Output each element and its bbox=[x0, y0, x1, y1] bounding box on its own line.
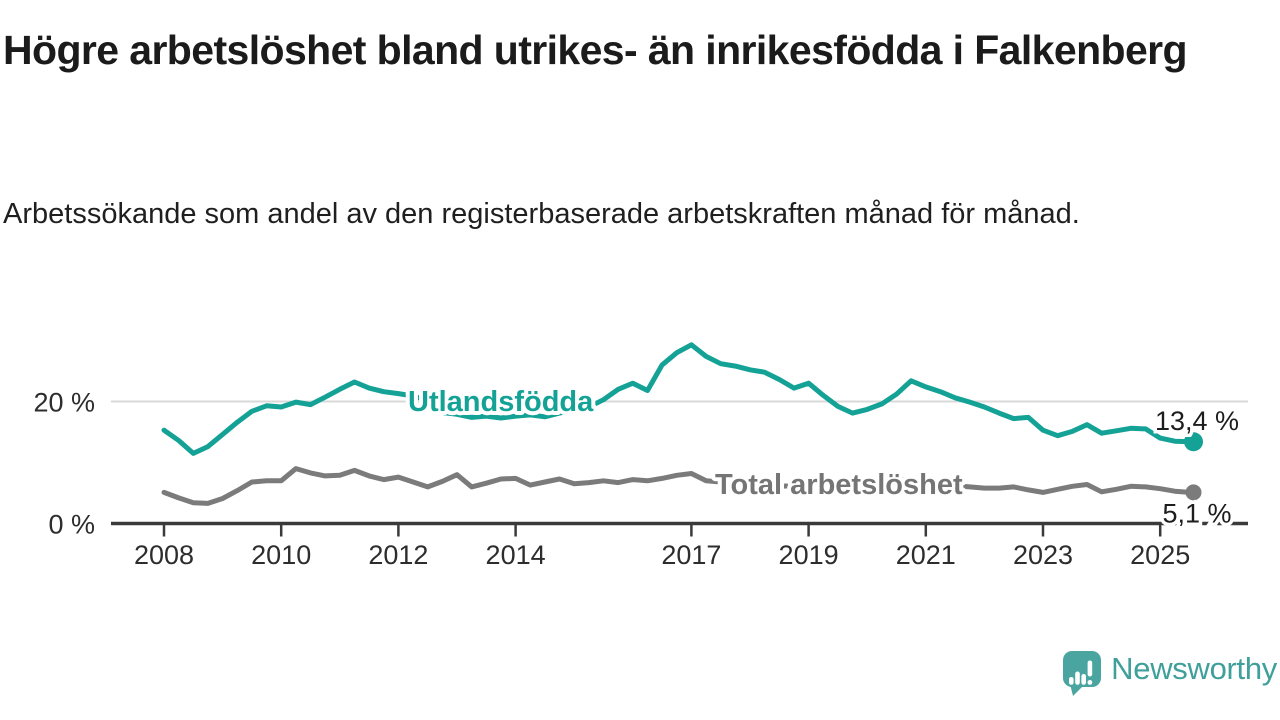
x-tick-label: 2010 bbox=[251, 540, 311, 570]
series-end-dot-total bbox=[1185, 484, 1202, 501]
newsworthy-logo[interactable]: Newsworthy bbox=[1062, 649, 1277, 697]
unemployment-line-chart: 2008 2010 2012 2014 2017 2019 2021 2023 2025 0 % 2… bbox=[33, 342, 1248, 570]
series-label-total: Total arbetslöshet bbox=[715, 469, 963, 501]
chart-subtitle: Arbetssökande som andel av den registerb… bbox=[3, 198, 1080, 230]
chart-title: Högre arbetslöshet bland utrikes- än inr… bbox=[3, 27, 1188, 73]
y-tick-label: 20 % bbox=[33, 388, 95, 418]
series-line-utlandsfodda bbox=[161, 342, 1192, 456]
y-tick-label: 0 % bbox=[48, 510, 95, 540]
x-tick-label: 2008 bbox=[134, 540, 194, 570]
series-end-value-utlandsfodda: 13,4 % bbox=[1155, 406, 1239, 436]
series-label-utlandsfodda: Utlandsfödda bbox=[408, 386, 594, 418]
x-tick-label: 2017 bbox=[661, 540, 721, 570]
x-tick-label: 2014 bbox=[486, 540, 546, 570]
x-tick-label: 2025 bbox=[1130, 540, 1190, 570]
x-tick-label: 2019 bbox=[779, 540, 839, 570]
newsworthy-logo-icon bbox=[1063, 650, 1102, 696]
x-tick-label: 2023 bbox=[1013, 540, 1073, 570]
newsworthy-logo-text: Newsworthy bbox=[1111, 651, 1277, 686]
series-end-dot-utlandsfodda bbox=[1184, 432, 1203, 452]
x-tick-label: 2012 bbox=[368, 540, 428, 570]
series-line-total bbox=[161, 466, 1192, 506]
series-end-value-total: 5,1 % bbox=[1162, 498, 1231, 528]
x-tick-label: 2021 bbox=[896, 540, 956, 570]
